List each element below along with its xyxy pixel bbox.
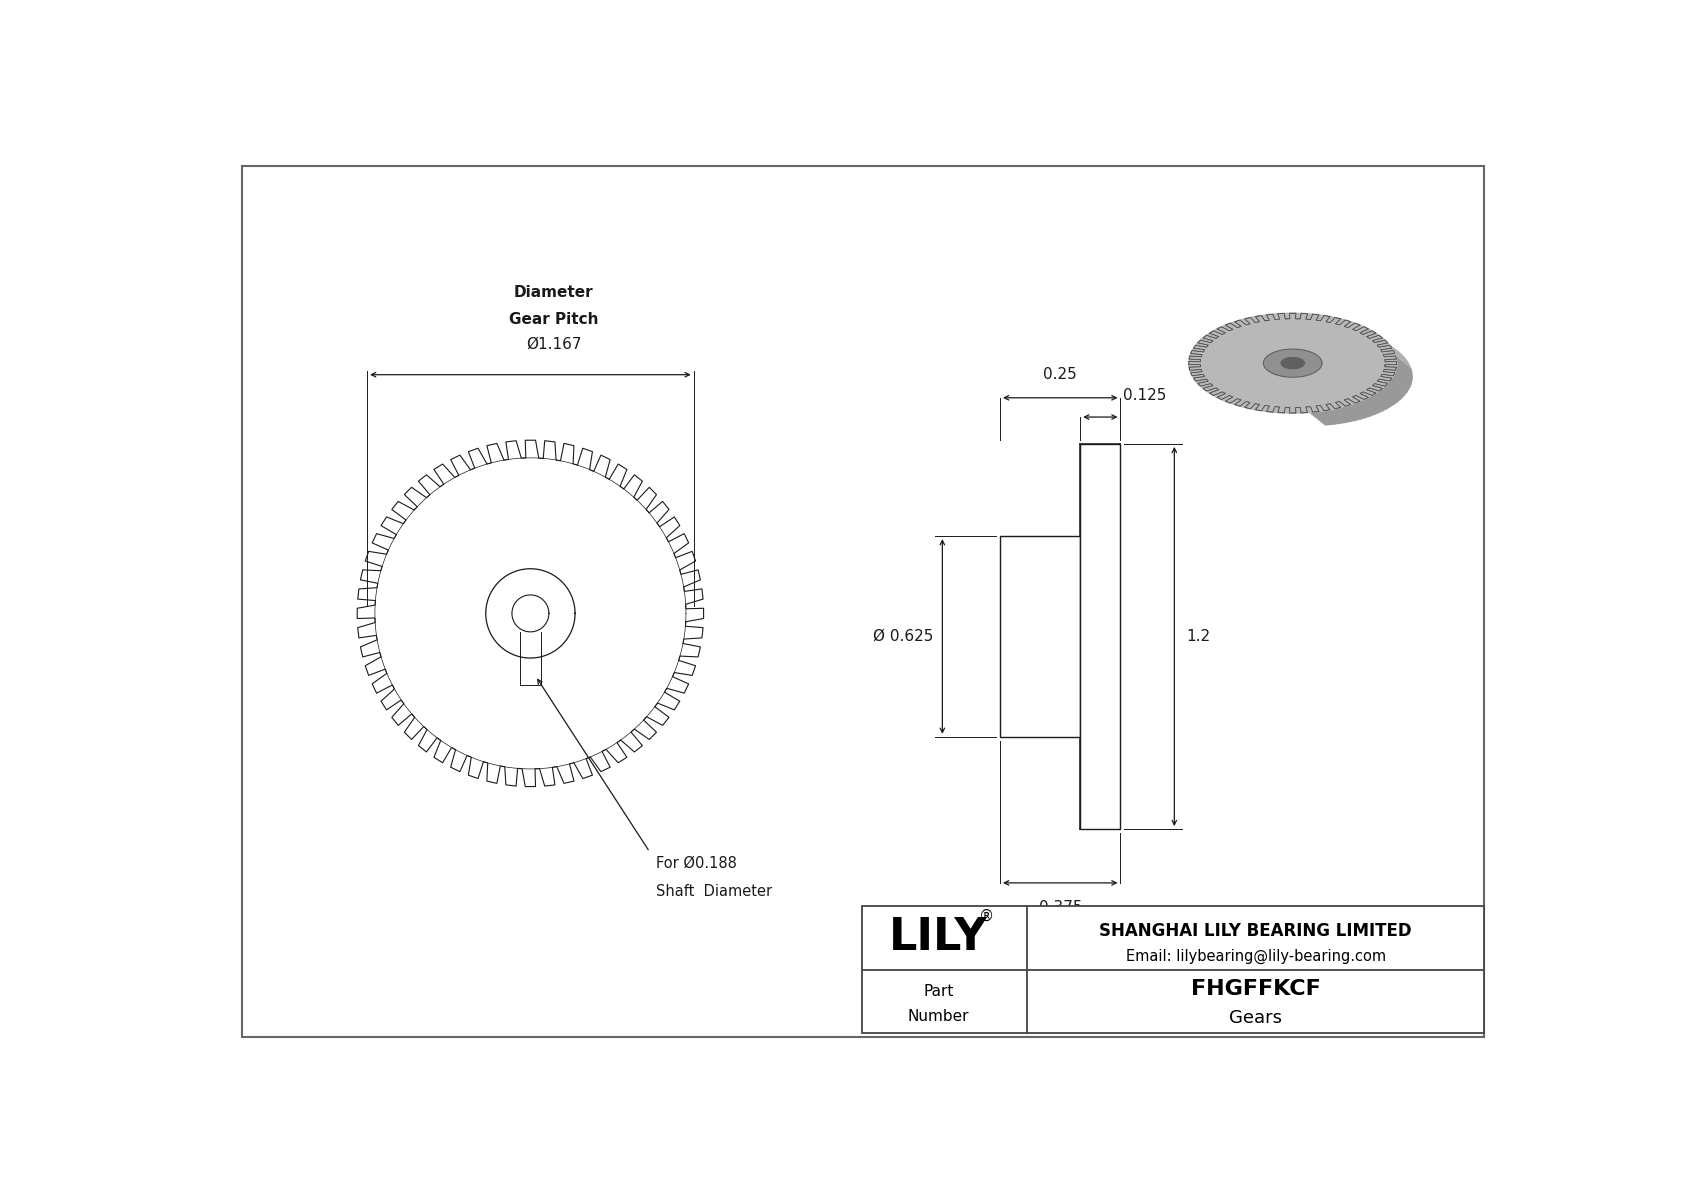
Text: SHANGHAI LILY BEARING LIMITED: SHANGHAI LILY BEARING LIMITED	[1100, 922, 1413, 941]
Polygon shape	[376, 457, 685, 769]
Text: Diameter: Diameter	[514, 285, 593, 300]
Polygon shape	[1189, 313, 1396, 413]
Text: For Ø0.188: For Ø0.188	[657, 856, 738, 871]
Text: 0.25: 0.25	[1044, 367, 1078, 382]
Text: Part: Part	[923, 984, 953, 998]
Text: 1.2: 1.2	[1186, 629, 1211, 644]
Text: 0.125: 0.125	[1123, 388, 1167, 404]
Text: FHGFFKCF: FHGFFKCF	[1191, 979, 1320, 998]
Polygon shape	[1189, 313, 1396, 413]
Text: Ø1.167: Ø1.167	[525, 337, 581, 351]
Text: ®: ®	[978, 909, 994, 924]
Text: Shaft  Diameter: Shaft Diameter	[657, 885, 771, 899]
Text: Ø 0.625: Ø 0.625	[872, 629, 933, 644]
Text: LILY: LILY	[889, 916, 989, 959]
Polygon shape	[1191, 313, 1411, 368]
Polygon shape	[1263, 349, 1322, 378]
Text: Email: lilybearing@lily-bearing.com: Email: lilybearing@lily-bearing.com	[1125, 949, 1386, 965]
Text: 0.375: 0.375	[1039, 900, 1083, 915]
Text: Gears: Gears	[1229, 1009, 1282, 1027]
Polygon shape	[1308, 355, 1413, 425]
Text: Number: Number	[908, 1009, 970, 1024]
Bar	[1000, 536, 1081, 737]
Text: Gear Pitch: Gear Pitch	[509, 312, 598, 328]
Bar	[1081, 444, 1120, 829]
Bar	[862, 906, 1484, 1033]
Polygon shape	[1282, 357, 1305, 369]
